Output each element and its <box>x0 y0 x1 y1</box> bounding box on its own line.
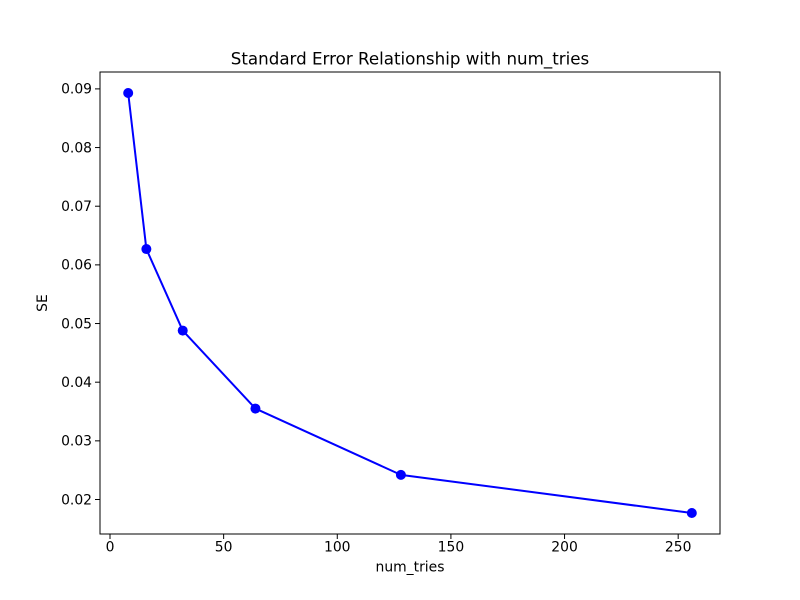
x-tick-label: 200 <box>551 540 578 556</box>
data-point-marker <box>141 244 152 255</box>
x-axis-label: num_tries <box>376 560 445 576</box>
chart-title: Standard Error Relationship with num_tri… <box>231 49 589 70</box>
x-tick-label: 0 <box>106 540 115 556</box>
x-tick-label: 50 <box>215 540 233 556</box>
y-tick-label: 0.02 <box>61 492 92 508</box>
y-tick-label: 0.05 <box>61 316 92 332</box>
y-tick-label: 0.04 <box>61 375 92 391</box>
y-tick-label: 0.08 <box>61 140 92 156</box>
se-line <box>127 92 693 514</box>
data-point-marker <box>123 88 134 98</box>
y-tick-label: 0.07 <box>61 199 92 215</box>
data-point-marker <box>395 469 406 480</box>
x-tick-label: 100 <box>324 540 351 556</box>
axes-frame <box>99 71 721 535</box>
x-tick-label: 150 <box>438 540 465 556</box>
data-point-marker <box>686 508 697 518</box>
data-point-marker <box>250 403 261 414</box>
y-tick-label: 0.03 <box>61 434 92 450</box>
series-layer <box>123 88 697 518</box>
data-point-marker <box>177 325 188 336</box>
y-tick-label: 0.09 <box>61 82 92 98</box>
y-axis-label: SE <box>35 294 51 312</box>
ticks-layer: 0 50 100 150 200 250 0.02 0.03 0.04 0.05 0.06 0.07 0… <box>61 82 691 556</box>
x-tick-label: 250 <box>665 540 692 556</box>
y-tick-label: 0.06 <box>61 258 92 274</box>
plot-area <box>100 72 720 534</box>
